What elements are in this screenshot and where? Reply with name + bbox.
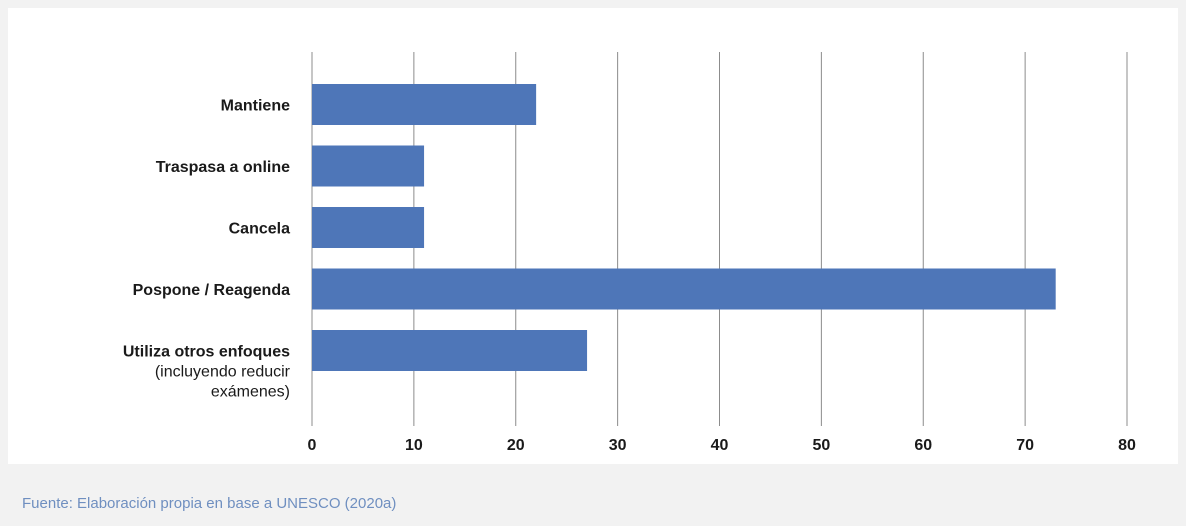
- bar: [312, 84, 537, 125]
- category-label: exámenes): [211, 384, 290, 401]
- x-tick-label: 50: [812, 437, 830, 454]
- x-tick-label: 30: [609, 437, 627, 454]
- x-tick-labels: 0 10 20 30 40 50 60 70 80: [308, 437, 1136, 454]
- bar: [312, 268, 1056, 310]
- category-label: Traspasa a online: [156, 159, 290, 176]
- category-label: (incluyendo reducir: [155, 364, 291, 381]
- x-tick-label: 60: [914, 437, 932, 454]
- category-label: Utiliza otros enfoques: [123, 344, 290, 361]
- bar: [312, 330, 588, 371]
- bar: [312, 207, 425, 248]
- x-tick-label: 70: [1016, 437, 1034, 454]
- bars: [312, 84, 1056, 371]
- category-label: Mantiene: [221, 98, 290, 115]
- x-tick-label: 0: [308, 437, 317, 454]
- x-tick-label: 10: [405, 437, 423, 454]
- x-tick-label: 80: [1118, 437, 1136, 454]
- source-note: Fuente: Elaboración propia en base a UNE…: [22, 495, 397, 512]
- category-label: Pospone / Reagenda: [133, 282, 290, 299]
- x-tick-label: 40: [711, 437, 729, 454]
- category-label: Cancela: [229, 221, 290, 238]
- x-tick-label: 20: [507, 437, 525, 454]
- bar: [312, 145, 425, 187]
- plot-panel: [8, 8, 1178, 464]
- category-labels: Mantiene Traspasa a online Cancela Pospone …: [123, 98, 291, 401]
